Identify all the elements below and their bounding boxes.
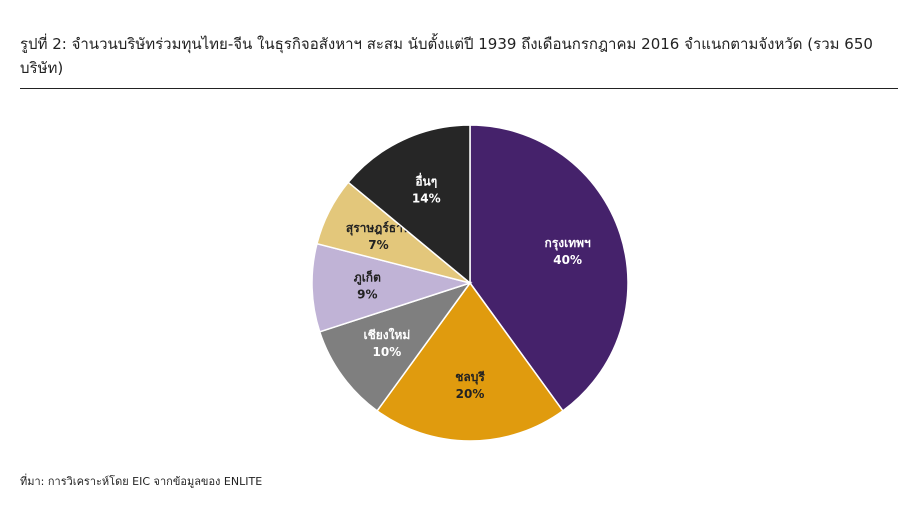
title-rule xyxy=(20,88,898,89)
chart-title: รูปที่ 2: จำนวนบริษัทร่วมทุนไทย-จีน ในธุ… xyxy=(20,35,873,77)
slice-label: กรุงเทพฯ xyxy=(545,236,591,251)
pie-slice xyxy=(469,124,629,412)
slice-value-label: 10% xyxy=(373,345,402,359)
pie-slice xyxy=(347,124,471,285)
slice-value-label: 20% xyxy=(456,387,485,401)
slice-value-label: 9% xyxy=(357,288,377,302)
source-note: ที่มา: การวิเคราะห์โดย EIC จากข้อมูลของ … xyxy=(20,475,263,488)
slice-value-label: 14% xyxy=(412,192,441,206)
slice-label: เชียงใหม่ xyxy=(363,327,410,342)
slice-value-label: 40% xyxy=(553,253,582,267)
slice-label: ชลบุรี xyxy=(455,370,485,385)
slice-label: สุราษฎร์ธานี xyxy=(346,221,412,236)
slice-value-label: 7% xyxy=(368,238,388,252)
slice-label: ภูเก็ต xyxy=(354,270,381,286)
pie-slice xyxy=(311,242,473,333)
pie-slice xyxy=(318,281,472,412)
pie-slice xyxy=(376,281,564,442)
slice-label: อื่นๆ xyxy=(415,173,437,189)
